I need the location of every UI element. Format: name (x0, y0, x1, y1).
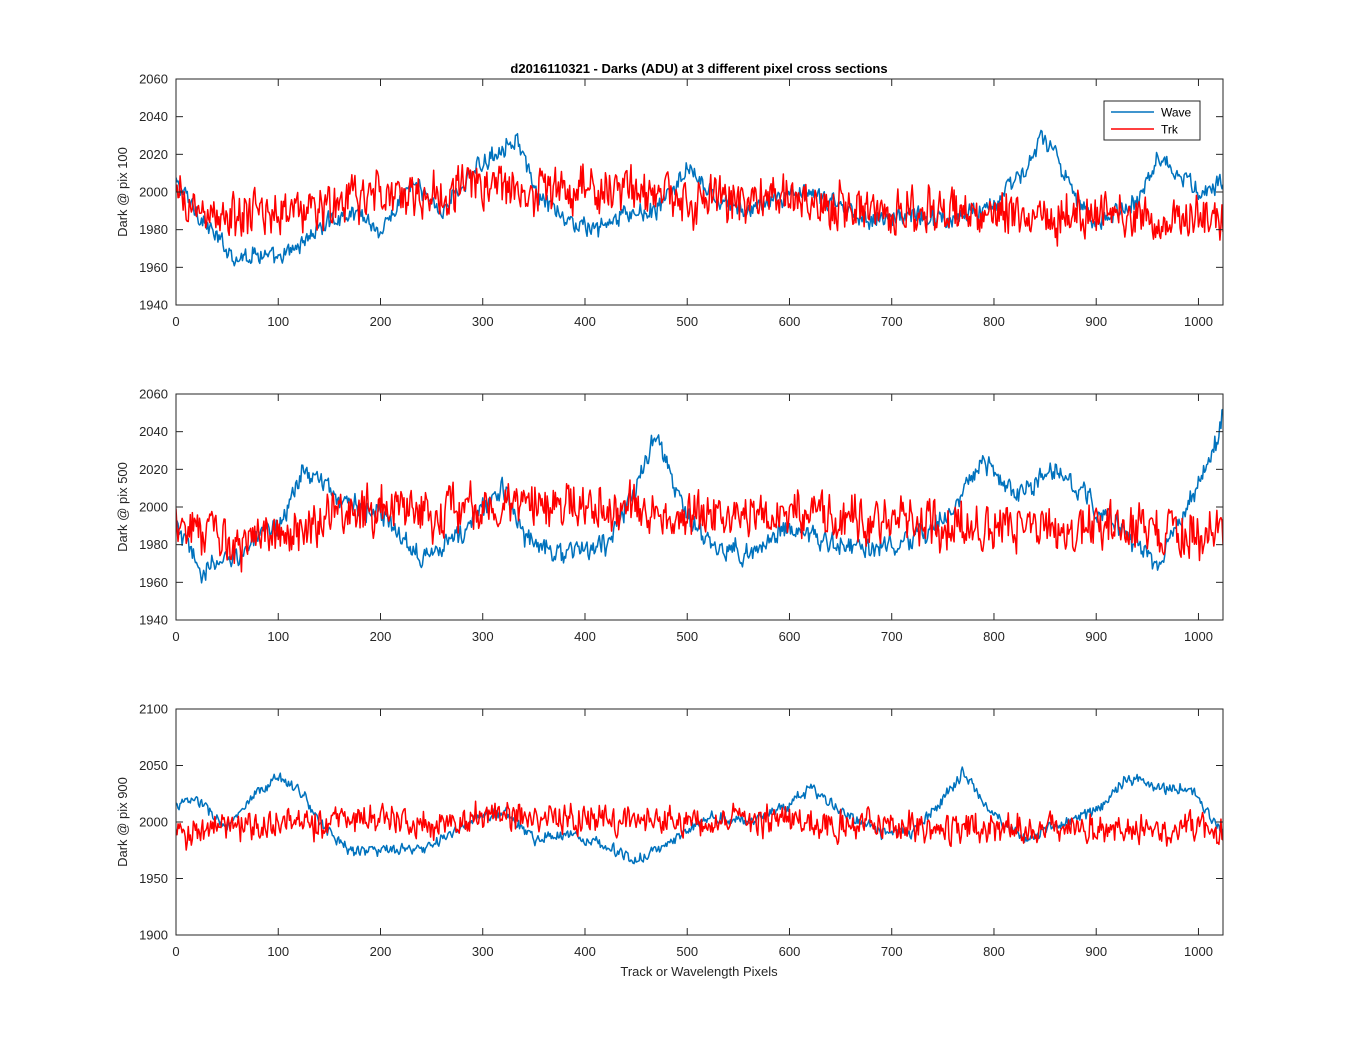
x-axis-label: Track or Wavelength Pixels (620, 964, 778, 979)
x-tick-label: 700 (881, 944, 903, 959)
x-tick-label: 900 (1085, 944, 1107, 959)
x-tick-label: 500 (676, 944, 698, 959)
series-line-trk (176, 800, 1223, 851)
x-tick-label: 700 (881, 629, 903, 644)
x-tick-label: 300 (472, 944, 494, 959)
x-tick-label: 0 (172, 314, 179, 329)
y-tick-label: 2050 (139, 758, 168, 773)
x-tick-label: 1000 (1184, 314, 1213, 329)
y-axis-label: Dark @ pix 100 (115, 147, 130, 237)
x-tick-label: 300 (472, 629, 494, 644)
x-tick-label: 0 (172, 629, 179, 644)
y-tick-label: 2020 (139, 462, 168, 477)
series-line-trk (176, 163, 1223, 247)
series-group (176, 408, 1223, 584)
y-tick-label: 1900 (139, 928, 168, 943)
legend-box (1103, 100, 1201, 141)
series-line-wave (176, 129, 1223, 267)
x-tick-label: 100 (267, 314, 289, 329)
x-tick-label: 500 (676, 629, 698, 644)
x-tick-label: 200 (370, 629, 392, 644)
x-tick-label: 1000 (1184, 629, 1213, 644)
panel-2: 0 100 200 300 400 500 600 700 800 900 1000 1940 1960… (115, 387, 1224, 644)
x-tick-label: 800 (983, 629, 1005, 644)
x-tick-label: 400 (574, 629, 596, 644)
legend-label-trk: Trk (1161, 123, 1179, 137)
x-tick-label: 300 (472, 314, 494, 329)
x-tick-label: 900 (1085, 314, 1107, 329)
y-tick-label: 2040 (139, 109, 168, 124)
y-tick-label: 1960 (139, 575, 168, 590)
x-tick-label: 400 (574, 314, 596, 329)
x-tick-label: 200 (370, 314, 392, 329)
series-line-trk (176, 479, 1223, 573)
y-tick-label: 2060 (139, 72, 168, 87)
y-tick-label: 1980 (139, 222, 168, 237)
y-tick-label: 2020 (139, 147, 168, 162)
legend: Wave Trk (1103, 100, 1201, 141)
y-tick-label: 2000 (139, 185, 168, 200)
series-group (176, 129, 1223, 267)
x-tick-label: 100 (267, 944, 289, 959)
y-tick-label: 1960 (139, 260, 168, 275)
plot-area (176, 79, 1223, 305)
y-tick-label: 1950 (139, 871, 168, 886)
legend-label-wave: Wave (1161, 106, 1192, 120)
x-tick-label: 200 (370, 944, 392, 959)
figure-title: d2016110321 - Darks (ADU) at 3 different… (510, 61, 887, 76)
series-group (176, 766, 1223, 865)
y-axis-label: Dark @ pix 500 (115, 462, 130, 552)
y-tick-label: 1980 (139, 537, 168, 552)
panel-1: 0 100 200 300 400 500 600 700 800 900 1000 1940 1960… (115, 72, 1224, 329)
x-tick-label: 700 (881, 314, 903, 329)
y-tick-label: 2040 (139, 424, 168, 439)
x-tick-label: 500 (676, 314, 698, 329)
x-tick-label: 800 (983, 944, 1005, 959)
y-tick-label: 2000 (139, 815, 168, 830)
x-tick-label: 900 (1085, 629, 1107, 644)
x-tick-label: 1000 (1184, 944, 1213, 959)
y-tick-label: 2060 (139, 387, 168, 402)
x-tick-label: 100 (267, 629, 289, 644)
x-tick-label: 800 (983, 314, 1005, 329)
y-tick-label: 1940 (139, 298, 168, 313)
y-tick-label: 2100 (139, 702, 168, 717)
x-tick-label: 600 (779, 944, 801, 959)
panel-3: 0 100 200 300 400 500 600 700 800 900 1000 1900 1950… (115, 702, 1224, 959)
x-tick-label: 400 (574, 944, 596, 959)
x-tick-label: 600 (779, 629, 801, 644)
y-axis-label: Dark @ pix 900 (115, 777, 130, 867)
x-tick-label: 0 (172, 944, 179, 959)
x-tick-label: 600 (779, 314, 801, 329)
y-tick-label: 2000 (139, 500, 168, 515)
y-tick-label: 1940 (139, 613, 168, 628)
panels: 0 100 200 300 400 500 600 700 800 900 100019401960… (115, 72, 1224, 959)
